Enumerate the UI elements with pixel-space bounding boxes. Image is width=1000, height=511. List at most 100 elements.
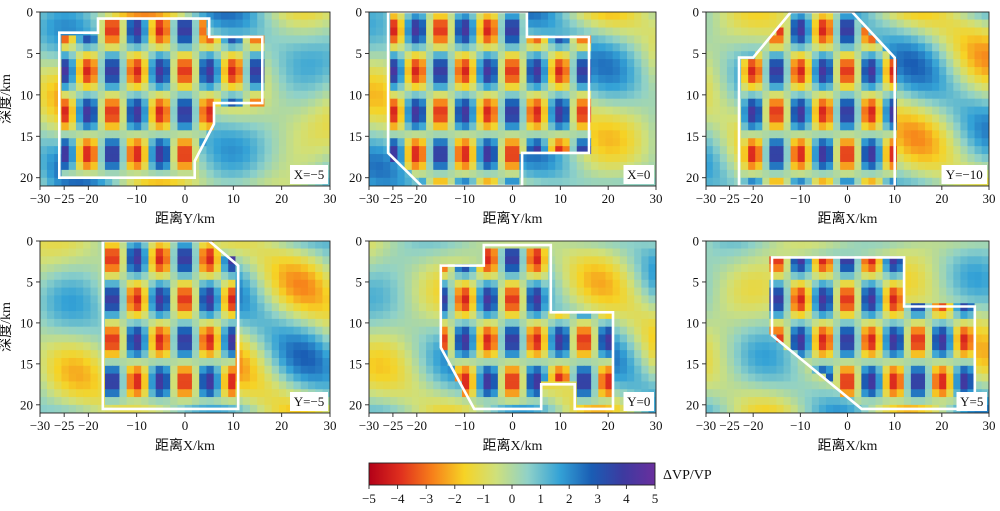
field-cell	[369, 82, 377, 92]
field-cell	[213, 264, 222, 273]
field-cell	[369, 106, 377, 116]
field-cell	[627, 12, 635, 21]
field-cell	[811, 59, 820, 68]
field-cell	[540, 98, 549, 108]
field-cell	[896, 146, 905, 155]
field-cell	[619, 19, 628, 29]
field-cell	[286, 287, 295, 297]
field-cell	[433, 404, 442, 413]
field-cell	[648, 311, 656, 320]
field-cell	[397, 177, 406, 186]
field-cell	[811, 106, 820, 116]
field-cell	[228, 59, 237, 68]
field-cell	[271, 146, 280, 155]
field-cell	[861, 264, 870, 273]
field-cell	[776, 295, 785, 304]
field-cell	[598, 90, 607, 100]
field-cell	[627, 74, 635, 84]
field-cell	[917, 74, 926, 84]
field-cell	[776, 59, 785, 68]
field-cell	[184, 98, 193, 108]
field-cell	[797, 19, 806, 29]
field-cell	[383, 389, 391, 398]
field-cell	[61, 342, 70, 351]
field-cell	[825, 279, 834, 289]
field-cell	[440, 271, 449, 281]
field-cell	[562, 357, 571, 367]
field-cell	[112, 27, 121, 37]
field-cell	[104, 122, 113, 131]
field-cell	[917, 248, 926, 257]
field-cell	[790, 271, 799, 281]
field-cell	[868, 67, 877, 76]
field-cell	[861, 27, 870, 37]
field-cell	[40, 271, 48, 281]
field-cell	[126, 389, 135, 398]
field-cell	[257, 271, 266, 281]
field-cell	[974, 51, 983, 60]
field-cell	[177, 303, 186, 312]
field-cell	[726, 98, 735, 108]
field-cell	[627, 59, 635, 68]
field-cell	[133, 381, 142, 390]
field-cell	[278, 90, 287, 100]
field-cell	[141, 12, 150, 21]
field-cell	[454, 19, 463, 29]
field-cell	[40, 287, 48, 297]
field-cell	[404, 357, 413, 367]
field-cell	[548, 326, 556, 336]
field-cell	[712, 130, 721, 139]
field-cell	[619, 146, 628, 155]
field-cell	[569, 303, 578, 312]
field-cell	[68, 404, 77, 413]
field-cell	[440, 138, 449, 147]
field-cell	[483, 389, 492, 398]
field-cell	[293, 138, 302, 147]
field-cell	[206, 303, 215, 312]
field-cell	[981, 74, 989, 84]
field-cell	[90, 342, 99, 351]
field-cell	[242, 256, 251, 265]
field-cell	[648, 264, 656, 273]
field-cell	[526, 161, 535, 171]
field-cell	[569, 256, 578, 265]
field-cell	[90, 397, 99, 406]
field-cell	[896, 177, 905, 186]
field-cell	[440, 287, 449, 297]
field-cell	[46, 59, 55, 68]
field-cell	[776, 82, 785, 92]
field-cell	[833, 169, 841, 179]
field-cell	[569, 122, 578, 131]
field-cell	[170, 241, 179, 250]
field-cell	[854, 51, 862, 60]
field-cell	[540, 161, 549, 171]
field-cell	[712, 122, 721, 131]
field-cell	[162, 389, 171, 398]
field-cell	[278, 138, 287, 147]
field-cell	[910, 90, 919, 100]
field-cell	[411, 106, 420, 116]
field-cell	[598, 357, 607, 367]
field-cell	[612, 342, 621, 351]
field-cell	[315, 365, 324, 375]
field-cell	[235, 82, 244, 92]
field-cell	[162, 106, 171, 116]
field-cell	[426, 146, 434, 155]
field-cell	[755, 303, 763, 312]
field-cell	[619, 318, 628, 328]
field-cell	[375, 19, 384, 29]
field-cell	[741, 138, 749, 147]
field-cell	[404, 365, 413, 375]
field-cell	[519, 67, 528, 76]
field-cell	[90, 241, 99, 250]
field-cell	[712, 19, 721, 29]
field-cell	[497, 287, 506, 297]
field-cell	[322, 90, 330, 100]
field-cell	[228, 241, 237, 250]
field-cell	[932, 106, 940, 116]
field-cell	[75, 43, 84, 52]
field-cell	[953, 90, 961, 100]
field-cell	[825, 287, 834, 297]
field-cell	[228, 35, 237, 44]
field-cell	[264, 350, 273, 359]
